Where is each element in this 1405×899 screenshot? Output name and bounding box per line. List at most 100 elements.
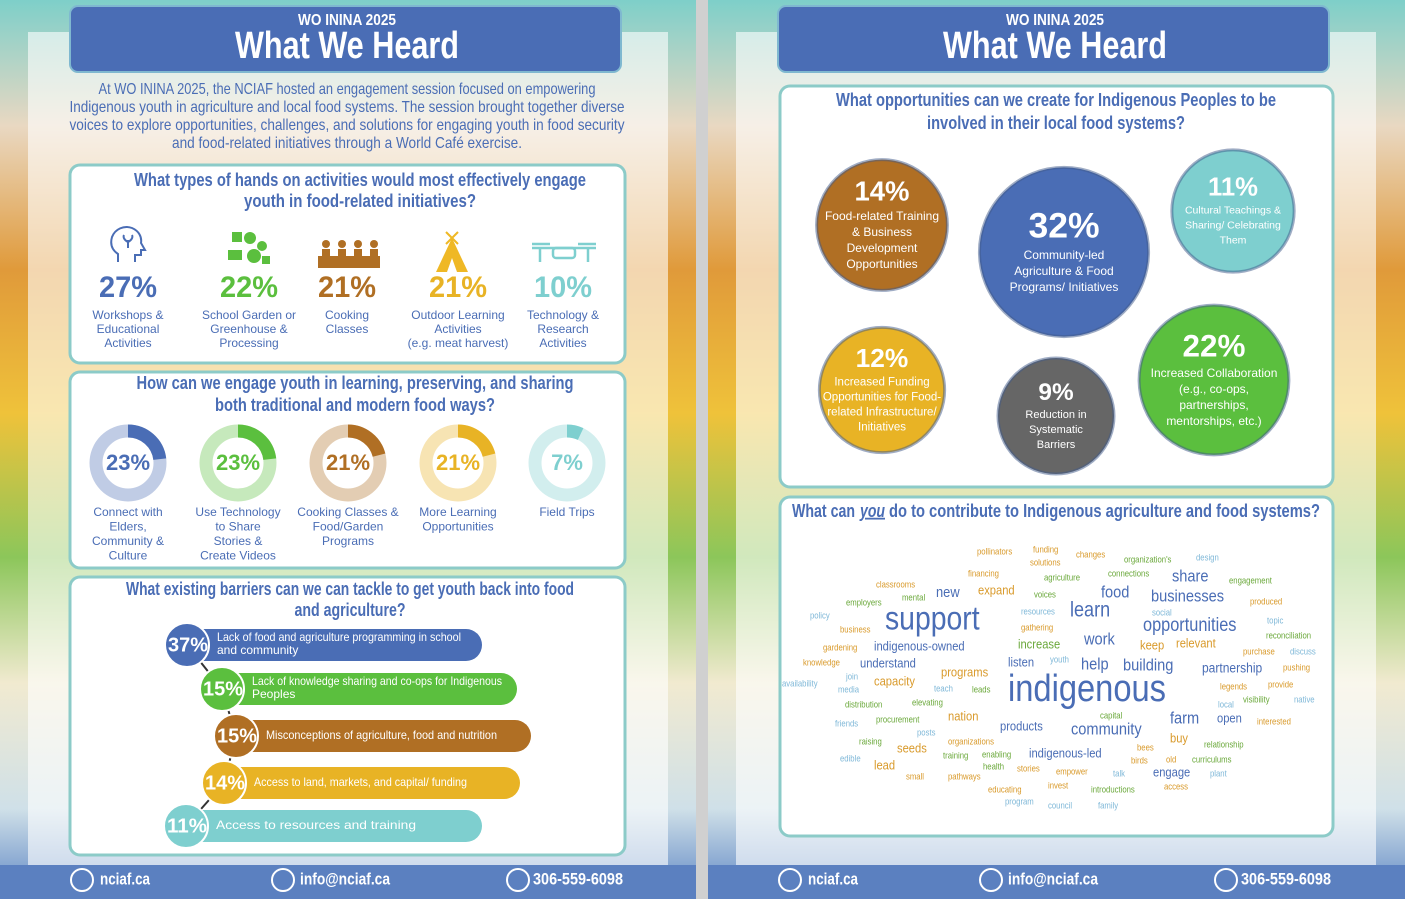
activity-label: Workshops & — [92, 308, 163, 322]
icon-head — [110, 226, 147, 262]
cloud-word: gardening — [823, 642, 858, 653]
bubble-label: Barriers — [1037, 439, 1076, 451]
cloud-word: interested — [1257, 716, 1291, 727]
cloud-word: pathways — [948, 771, 981, 782]
bubble-label: Opportunities for Food- — [823, 392, 941, 404]
cloud-word: indigenous — [1008, 667, 1166, 710]
cloud-word: opportunities — [1143, 614, 1237, 635]
footer-phone: 306-559-6098 — [533, 869, 623, 888]
bubble-label: Opportunities — [846, 257, 917, 271]
barrier-badge — [213, 713, 259, 759]
cloud-word: educating — [988, 784, 1022, 795]
bubble-percent: 11% — [1208, 173, 1258, 201]
header-kicker: WO ININA 2025 — [298, 12, 396, 29]
icon-garden — [228, 232, 270, 264]
header-title: What We Heard — [235, 25, 459, 67]
donut-label: Opportunities — [422, 520, 493, 534]
section-question: involved in their local food systems? — [927, 113, 1185, 133]
barrier-percent: 14% — [205, 772, 245, 794]
cloud-word: join — [845, 671, 858, 682]
cloud-word: distribution — [845, 699, 883, 710]
cloud-word: bees — [1137, 742, 1154, 753]
section-question: do to contribute to Indigenous agricultu… — [889, 501, 1320, 521]
cloud-word: family — [1098, 800, 1119, 811]
barrier-label: Lack of food and agriculture programming… — [217, 630, 461, 644]
cloud-word: program — [1005, 796, 1034, 807]
bubble-percent: 32% — [1028, 205, 1099, 245]
activity-label: Activities — [539, 336, 586, 350]
donut-arc — [528, 424, 606, 502]
bubble-label: Reduction in — [1025, 409, 1086, 421]
section-question: What types of hands on activities would … — [134, 170, 586, 190]
cloud-word: businesses — [1151, 588, 1224, 606]
cloud-word: indigenous-led — [1029, 746, 1102, 761]
cloud-word: increase — [1018, 637, 1060, 652]
cloud-word: open — [1217, 711, 1242, 726]
barrier-percent: 37% — [168, 634, 208, 656]
bubble — [996, 356, 1116, 476]
donut-percent: 23% — [106, 450, 150, 475]
icon-drone — [532, 242, 596, 262]
bubble — [977, 165, 1151, 339]
bubble-percent: 22% — [1183, 328, 1246, 363]
cloud-word: media — [838, 684, 859, 695]
bubble-label: Initiatives — [858, 422, 906, 434]
cloud-word: invest — [1048, 780, 1069, 791]
activity-label: Research — [537, 322, 588, 336]
cloud-word: plant — [1210, 768, 1227, 779]
bubble-label: related Infrastructure/ — [827, 407, 937, 419]
bubble-label: partnerships, — [1179, 398, 1248, 412]
cloud-word: connections — [1108, 568, 1149, 579]
activity-percent: 21% — [318, 271, 376, 304]
cloud-word: voices — [1034, 589, 1056, 600]
cloud-word: community — [1071, 721, 1142, 739]
footer-icon — [1214, 868, 1238, 892]
cloud-word: relationship — [1204, 739, 1244, 750]
cloud-word: food — [1101, 584, 1129, 602]
cloud-word: produced — [1250, 596, 1283, 607]
activity-label: Classes — [326, 322, 369, 336]
bubble-label: Community-led — [1024, 248, 1105, 262]
icon-teepee — [436, 231, 468, 272]
cloud-word: buy — [1170, 731, 1189, 746]
intro-line: voices to explore opportunities, challen… — [70, 117, 625, 134]
cloud-word: elevating — [912, 697, 943, 708]
bubble-percent: 14% — [855, 175, 910, 206]
cloud-word: capacity — [874, 674, 916, 689]
cloud-word: council — [1048, 800, 1072, 811]
bubble-percent: 12% — [856, 343, 909, 373]
cloud-word: expand — [978, 583, 1015, 598]
donut-arc — [309, 424, 387, 502]
cloud-word: old — [1166, 754, 1177, 765]
donut-label: Stories & — [214, 534, 263, 548]
barrier-percent: 15% — [203, 678, 243, 700]
section-question-emphasis: you — [859, 501, 885, 521]
donut-percent: 23% — [216, 450, 260, 475]
footer-bar — [708, 865, 1405, 899]
donut-label: Elders, — [109, 520, 146, 534]
activity-percent: 10% — [534, 271, 592, 304]
cloud-word: access — [1164, 781, 1188, 792]
cloud-word: talk — [1113, 768, 1126, 779]
footer-icon — [271, 868, 295, 892]
barrier-bar — [202, 767, 520, 799]
cloud-word: resources — [1021, 606, 1055, 617]
activity-label: Activities — [104, 336, 151, 350]
activity-label: School Garden or — [202, 308, 296, 322]
donut-percent: 7% — [551, 450, 583, 475]
cloud-word: posts — [917, 727, 935, 738]
cloud-word: products — [1000, 719, 1043, 734]
section-box — [778, 495, 1335, 838]
cloud-word: support — [885, 600, 980, 638]
barrier-bar — [165, 629, 482, 661]
icon-cooking — [318, 240, 380, 268]
cloud-word: training — [943, 750, 969, 761]
cloud-word: empower — [1056, 766, 1088, 777]
cloud-word: relevant — [1176, 636, 1216, 651]
cloud-word: reconciliation — [1266, 630, 1311, 641]
activity-label: Technology & — [527, 308, 599, 322]
donut-arc — [199, 424, 277, 502]
bubble-label: Increased Funding — [834, 377, 929, 389]
